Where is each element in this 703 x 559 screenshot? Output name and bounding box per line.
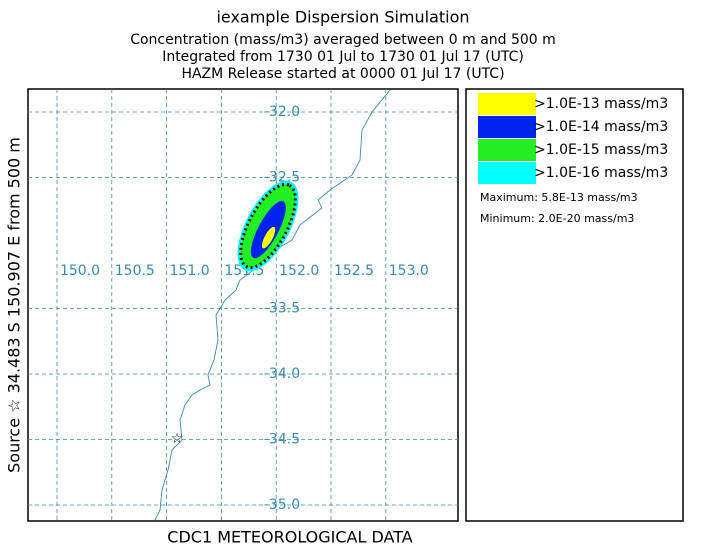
lon-label: 151.0 xyxy=(170,263,210,279)
map-frame xyxy=(27,88,459,522)
legend-swatch xyxy=(478,93,536,115)
legend-label: >1.0E-13 mass/m3 xyxy=(534,96,668,112)
legend-label: >1.0E-15 mass/m3 xyxy=(534,142,668,158)
subtitle: Integrated from 1730 01 Jul to 1730 01 J… xyxy=(162,49,524,65)
source-label: Source ☆ 34.483 S 150.907 E from 500 m xyxy=(5,137,24,473)
legend-swatch xyxy=(478,116,536,138)
lat-label: -35.0 xyxy=(264,497,300,513)
lat-label: -32.0 xyxy=(264,104,300,120)
grid: -32.0 -32.5 -33.5 -34.0 -34.5 -35.0 150.0 150.5… xyxy=(28,89,458,521)
plume xyxy=(237,180,299,272)
subtitle: Concentration (mass/m3) averaged between… xyxy=(130,32,556,48)
lon-label: 150.5 xyxy=(115,263,155,279)
minimum: Minimum: 2.0E-20 mass/m3 xyxy=(480,212,634,225)
legend-label: >1.0E-16 mass/m3 xyxy=(534,165,668,181)
legend-swatch xyxy=(478,162,536,184)
lon-label: 153.0 xyxy=(389,263,429,279)
lon-label: 152.5 xyxy=(334,263,374,279)
source-star: ☆ xyxy=(171,431,184,447)
legend: >1.0E-13 mass/m3 >1.0E-14 mass/m3 >1.0E-15… xyxy=(478,93,668,184)
lat-label: -34.5 xyxy=(264,432,300,448)
lat-label: -32.5 xyxy=(264,170,300,186)
subtitle: HAZM Release started at 0000 01 Jul 17 (… xyxy=(181,66,504,82)
maximum: Maximum: 5.8E-13 mass/m3 xyxy=(480,191,638,204)
lon-label: 152.0 xyxy=(279,263,319,279)
lon-label: 150.0 xyxy=(60,263,100,279)
coastline xyxy=(154,89,391,521)
legend-frame xyxy=(465,88,684,522)
legend-swatch xyxy=(478,139,536,161)
met-label: CDC1 METEOROLOGICAL DATA xyxy=(167,528,412,547)
lat-label: -33.5 xyxy=(264,301,300,317)
title: iexample Dispersion Simulation xyxy=(216,8,469,27)
legend-label: >1.0E-14 mass/m3 xyxy=(534,119,668,135)
lat-label: -34.0 xyxy=(264,366,300,382)
